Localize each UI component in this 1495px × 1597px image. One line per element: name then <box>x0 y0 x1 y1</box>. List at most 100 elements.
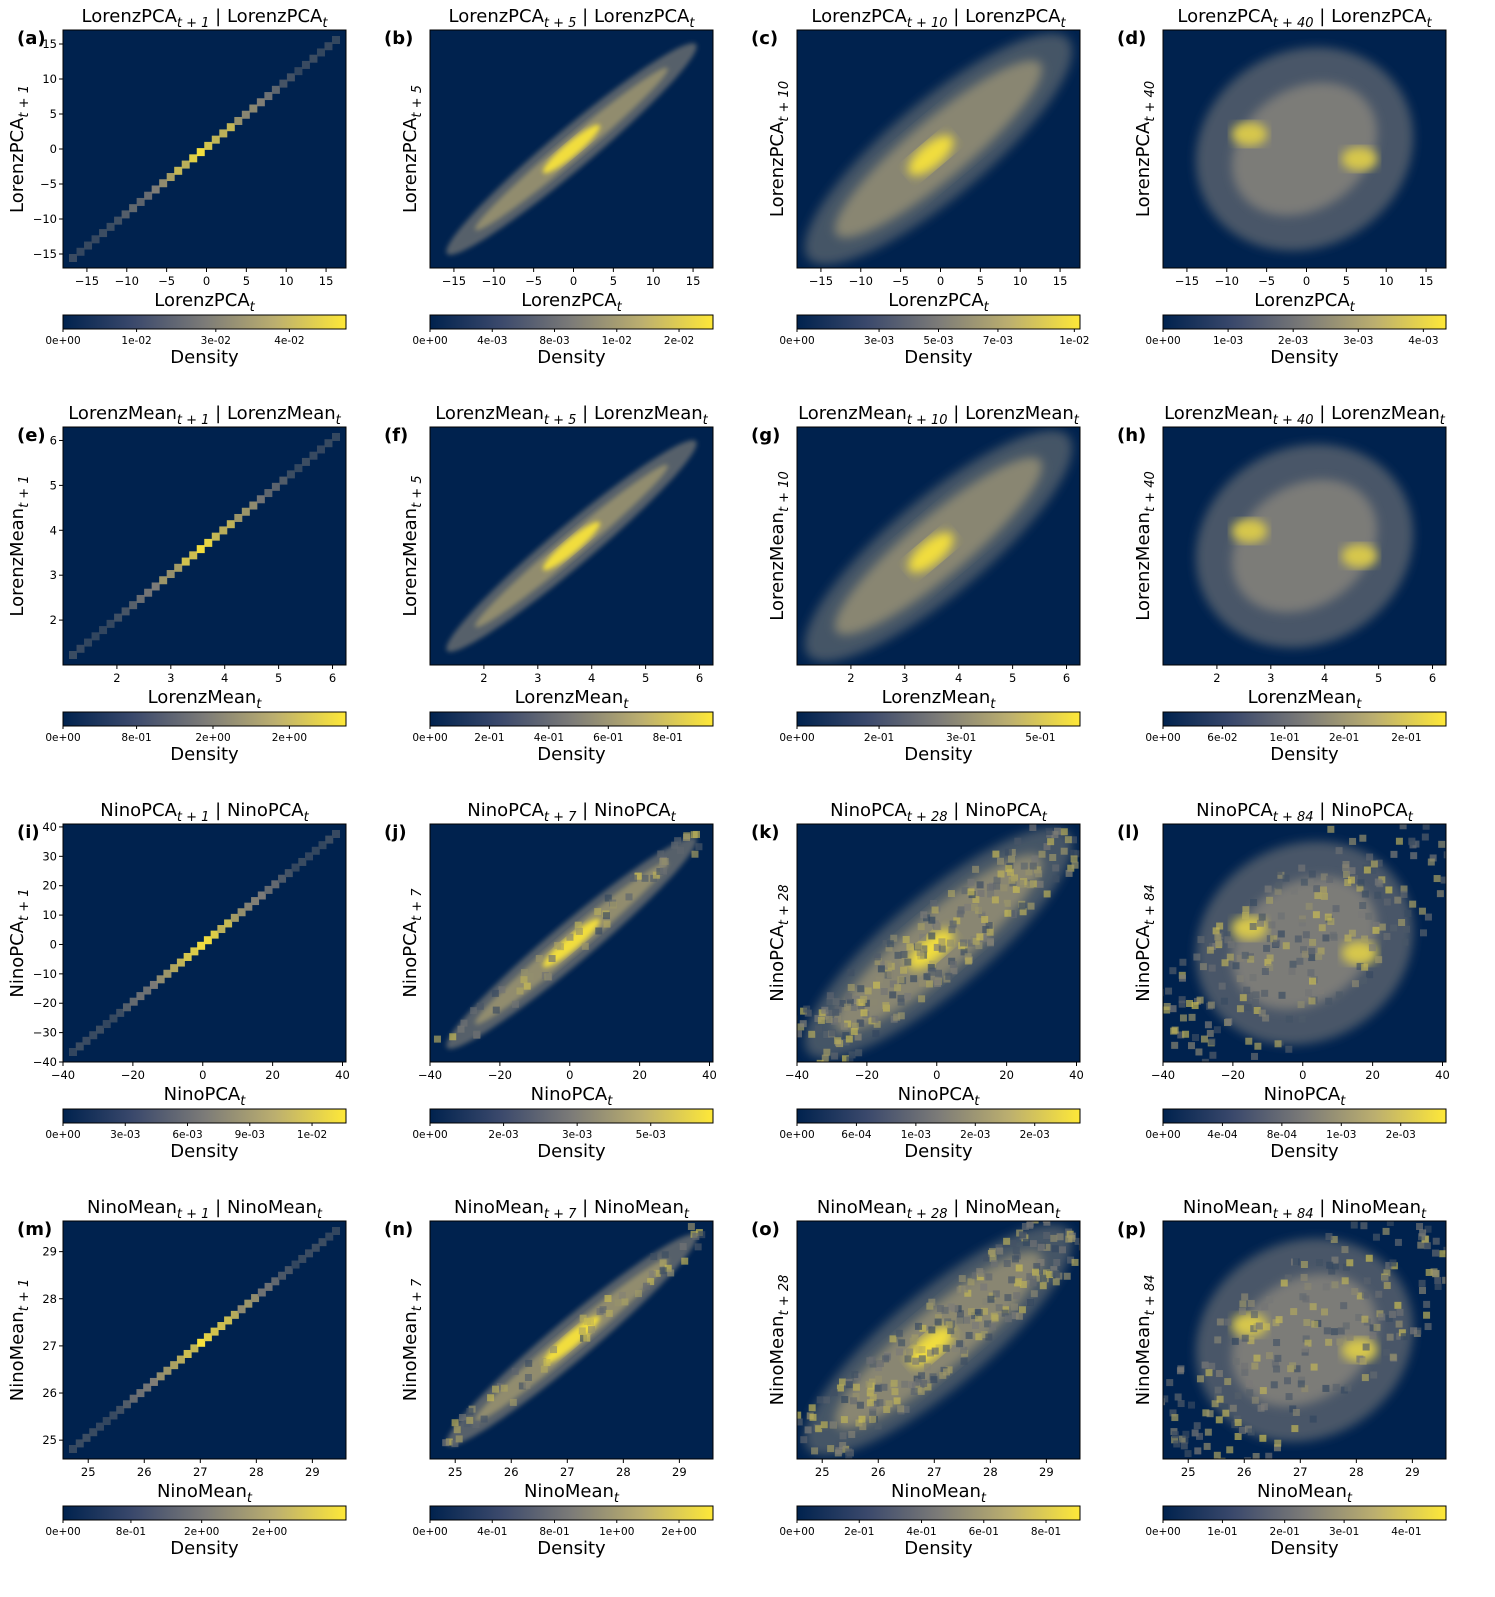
colorbar <box>796 1108 1081 1124</box>
density-cell <box>535 955 543 963</box>
x-tick-label: 29 <box>305 1465 320 1479</box>
density-cell <box>75 1439 84 1448</box>
density-cell <box>1277 930 1285 938</box>
density-cell <box>1179 958 1187 966</box>
density-cell <box>1356 962 1364 970</box>
density-cell <box>1433 875 1441 883</box>
density-cell <box>992 1290 1000 1298</box>
density-cell <box>526 972 534 980</box>
colorbar-tick-label: 3e-01 <box>946 732 976 744</box>
density-cell <box>1037 1258 1045 1266</box>
density-cell <box>1045 828 1053 836</box>
density-cell <box>1372 1189 1379 1196</box>
density-cell <box>1298 915 1306 923</box>
density-cell <box>835 1447 843 1455</box>
density-cell <box>1043 890 1051 898</box>
density-cell <box>854 1033 862 1041</box>
x-tick-label: 20 <box>1365 1068 1380 1082</box>
x-tick-label: 20 <box>632 1068 647 1082</box>
colorbar-tick-label: 2e+00 <box>195 732 230 744</box>
density-cell <box>893 1397 901 1405</box>
density-cell <box>1069 836 1077 844</box>
x-axis-var: NinoMean <box>524 1481 614 1502</box>
density-cell <box>1273 1365 1281 1373</box>
density-cell <box>855 1419 863 1427</box>
density-cell <box>987 1295 995 1303</box>
density-cell <box>129 997 138 1006</box>
density-cell <box>869 1393 877 1401</box>
colorbar-tick-label: 2e+00 <box>252 1526 287 1538</box>
density-cell <box>918 995 926 1003</box>
density-cell <box>584 1317 592 1325</box>
density-cell <box>683 833 691 841</box>
density-cell <box>1335 991 1343 999</box>
colorbar-tick-label: 2e-03 <box>960 1129 990 1141</box>
density-cell <box>332 36 340 44</box>
density-cell <box>311 846 320 855</box>
density-cell <box>1079 861 1080 869</box>
density-cell <box>1310 1363 1318 1371</box>
density-cell <box>309 54 318 63</box>
density-cell <box>286 470 295 479</box>
x-tick-label: 5 <box>610 274 617 288</box>
x-tick-label: 0 <box>1303 274 1310 288</box>
density-cell <box>1275 882 1283 890</box>
density-cell <box>978 910 986 918</box>
density-cell <box>1313 885 1321 893</box>
density-cell <box>897 994 905 1002</box>
density-cell <box>917 923 925 931</box>
colorbar-tick-label: 0e+00 <box>412 1129 447 1141</box>
density-cell <box>1303 1319 1311 1327</box>
density-cell <box>166 173 175 182</box>
density-cell <box>904 958 912 966</box>
density-cell <box>1019 1280 1027 1288</box>
density-cell <box>183 952 192 961</box>
density-cell <box>1208 1038 1216 1046</box>
density-cell <box>832 998 840 1006</box>
density-cell <box>278 1271 287 1280</box>
density-cell <box>815 1425 823 1433</box>
y-axis-sub: t + 1 <box>17 475 32 508</box>
density-cell <box>211 135 220 144</box>
density-cell <box>1216 922 1224 930</box>
density-cell <box>241 110 250 119</box>
density-cell <box>1273 1444 1281 1452</box>
density-cell <box>1331 1281 1339 1289</box>
density-cell <box>264 92 273 101</box>
density-cell <box>980 1283 988 1291</box>
density-cell <box>1213 1451 1221 1459</box>
density-cell <box>460 1019 468 1027</box>
panel-title: NinoPCAt + 28 | NinoPCAt <box>830 800 1048 825</box>
x-tick-label: 29 <box>1039 1465 1054 1479</box>
x-tick-label: 5 <box>275 671 282 685</box>
x-tick-label: 4 <box>221 671 228 685</box>
x-tick-label: 27 <box>1293 1465 1308 1479</box>
density-peak <box>908 135 954 176</box>
density-cell <box>1346 1259 1354 1267</box>
density-cell <box>1277 912 1285 920</box>
y-axis-sub: t + 5 <box>410 85 425 118</box>
density-cell <box>964 903 972 911</box>
density-cell <box>1265 1352 1273 1360</box>
density-map <box>69 1227 340 1453</box>
density-cell <box>143 1383 152 1392</box>
density-cell <box>291 1260 300 1269</box>
density-cell <box>1422 824 1430 830</box>
density-cell <box>659 1259 667 1267</box>
density-cell <box>1179 1014 1187 1022</box>
colorbar-tick-label: 3e-03 <box>110 1129 140 1141</box>
colorbar-tick-label: 2e-03 <box>1020 1129 1050 1141</box>
density-cell <box>1301 1385 1309 1393</box>
density-cell <box>1180 1442 1188 1450</box>
density-cell <box>1035 870 1043 878</box>
y-axis-label: NinoPCAt + 1 <box>7 888 32 997</box>
colorbar <box>429 314 714 330</box>
density-cell <box>786 1427 793 1434</box>
density-cell <box>1039 1274 1047 1282</box>
density-cell <box>1206 946 1214 954</box>
density-cell <box>1067 864 1075 872</box>
density-cell <box>1208 964 1216 972</box>
